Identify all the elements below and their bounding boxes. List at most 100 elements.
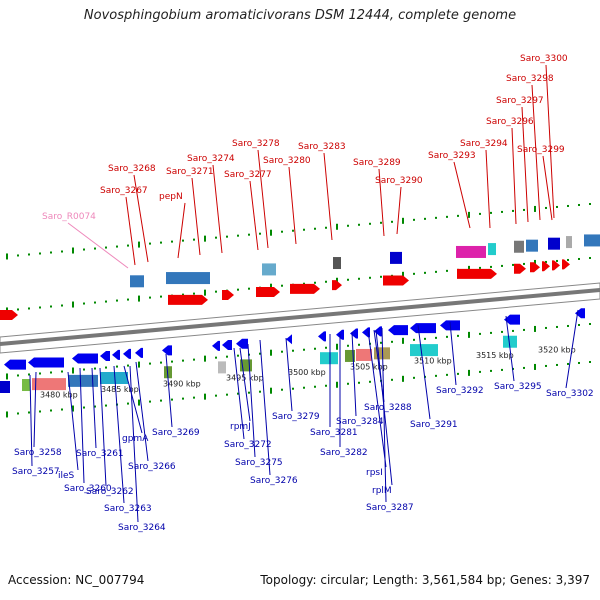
track-dot [50, 372, 52, 374]
track-dot [270, 230, 272, 236]
track-dot [347, 345, 349, 347]
forward-gene-leader [454, 162, 470, 228]
track-dot [182, 398, 184, 400]
reverse-gene-label: Saro_3266 [128, 462, 176, 472]
track-dot [358, 344, 360, 346]
track-dot [457, 335, 459, 337]
track-dot [369, 381, 371, 383]
track-dot [556, 326, 558, 328]
forward-gene-arrow [256, 287, 280, 297]
track-dot [314, 228, 316, 230]
reverse-gene-label: Saro_3263 [104, 504, 152, 514]
forward-gene-label: Saro_3289 [353, 158, 401, 168]
track-dot [182, 360, 184, 362]
track-dot [83, 303, 85, 305]
forward-gene-label: Saro_3267 [100, 186, 148, 196]
track-dot [523, 367, 525, 369]
track-dot [325, 227, 327, 229]
track-dot [171, 361, 173, 363]
reverse-gene-label: Saro_3295 [494, 382, 542, 392]
track-dot [446, 270, 448, 272]
reverse-feature-box [22, 379, 30, 391]
track-dot [248, 392, 250, 394]
track-dot [435, 337, 437, 339]
track-dot [358, 382, 360, 384]
track-dot [248, 288, 250, 290]
forward-gene-label: Saro_3274 [187, 154, 235, 164]
track-dot [567, 259, 569, 261]
track-dot [523, 329, 525, 331]
track-dot [160, 362, 162, 364]
track-dot [578, 362, 580, 364]
track-dot [303, 229, 305, 231]
track-dot [501, 369, 503, 371]
track-dot [204, 394, 206, 400]
track-dot [578, 258, 580, 260]
forward-gene-label: Saro_3277 [224, 170, 272, 180]
reverse-gene-arrow [236, 339, 248, 349]
genome-summary-text: Topology: circular; Length: 3,561,584 bp… [260, 573, 590, 587]
track-dot [567, 325, 569, 327]
forward-gene-leader [486, 150, 490, 228]
track-dot [413, 219, 415, 221]
reverse-gene-label: Saro_3281 [310, 428, 358, 438]
reverse-feature-box [410, 344, 438, 356]
track-dot [391, 341, 393, 343]
track-dot [28, 307, 30, 309]
track-dot [39, 410, 41, 412]
track-dot [259, 391, 261, 393]
forward-feature-box [456, 246, 486, 258]
track-dot [589, 203, 591, 205]
track-dot [50, 410, 52, 412]
track-dot [270, 388, 272, 394]
forward-gene-leader [126, 197, 135, 265]
track-dot [237, 289, 239, 291]
track-dot [127, 245, 129, 247]
track-dot [325, 385, 327, 387]
forward-feature-box [584, 234, 600, 246]
reverse-gene-arrow [4, 360, 26, 370]
reverse-feature-box [356, 349, 372, 361]
track-dot [303, 349, 305, 351]
track-dot [292, 350, 294, 352]
track-dot [215, 357, 217, 359]
forward-gene-label: Saro_R0074 [42, 212, 96, 222]
reverse-feature-box [68, 375, 98, 387]
track-dot [314, 348, 316, 350]
track-dot [116, 300, 118, 302]
forward-gene-label: Saro_3294 [460, 139, 508, 149]
reverse-gene-arrow [374, 326, 382, 336]
track-dot [512, 330, 514, 332]
scale-label: 3515 kbp [476, 351, 514, 360]
track-dot [94, 368, 96, 370]
track-dot [281, 351, 283, 353]
reverse-gene-label: Saro_3275 [235, 458, 283, 468]
track-dot [149, 401, 151, 403]
track-dot [226, 394, 228, 396]
scale-label: 3505 kbp [350, 363, 388, 372]
track-dot [270, 350, 272, 356]
track-dot [281, 389, 283, 391]
forward-gene-label: Saro_3300 [520, 54, 568, 64]
forward-gene-leader [68, 223, 128, 268]
track-dot [94, 302, 96, 304]
reverse-gene-label: Saro_3284 [336, 417, 384, 427]
track-dot [336, 224, 338, 230]
track-dot [281, 231, 283, 233]
track-dot [182, 240, 184, 242]
track-dot [6, 253, 8, 259]
reverse-feature-box [32, 378, 66, 390]
reverse-gene-label: Saro_3292 [436, 386, 484, 396]
track-dot [204, 290, 206, 296]
forward-gene-label: Saro_3296 [486, 117, 534, 127]
track-dot [402, 376, 404, 382]
reverse-gene-arrow [135, 348, 143, 358]
track-dot [237, 355, 239, 357]
reverse-gene-arrow [350, 329, 358, 339]
track-dot [545, 327, 547, 329]
reverse-gene-label: Saro_3282 [320, 448, 368, 458]
track-dot [292, 388, 294, 390]
forward-gene-leader [543, 156, 552, 220]
track-dot [545, 207, 547, 209]
track-dot [83, 249, 85, 251]
